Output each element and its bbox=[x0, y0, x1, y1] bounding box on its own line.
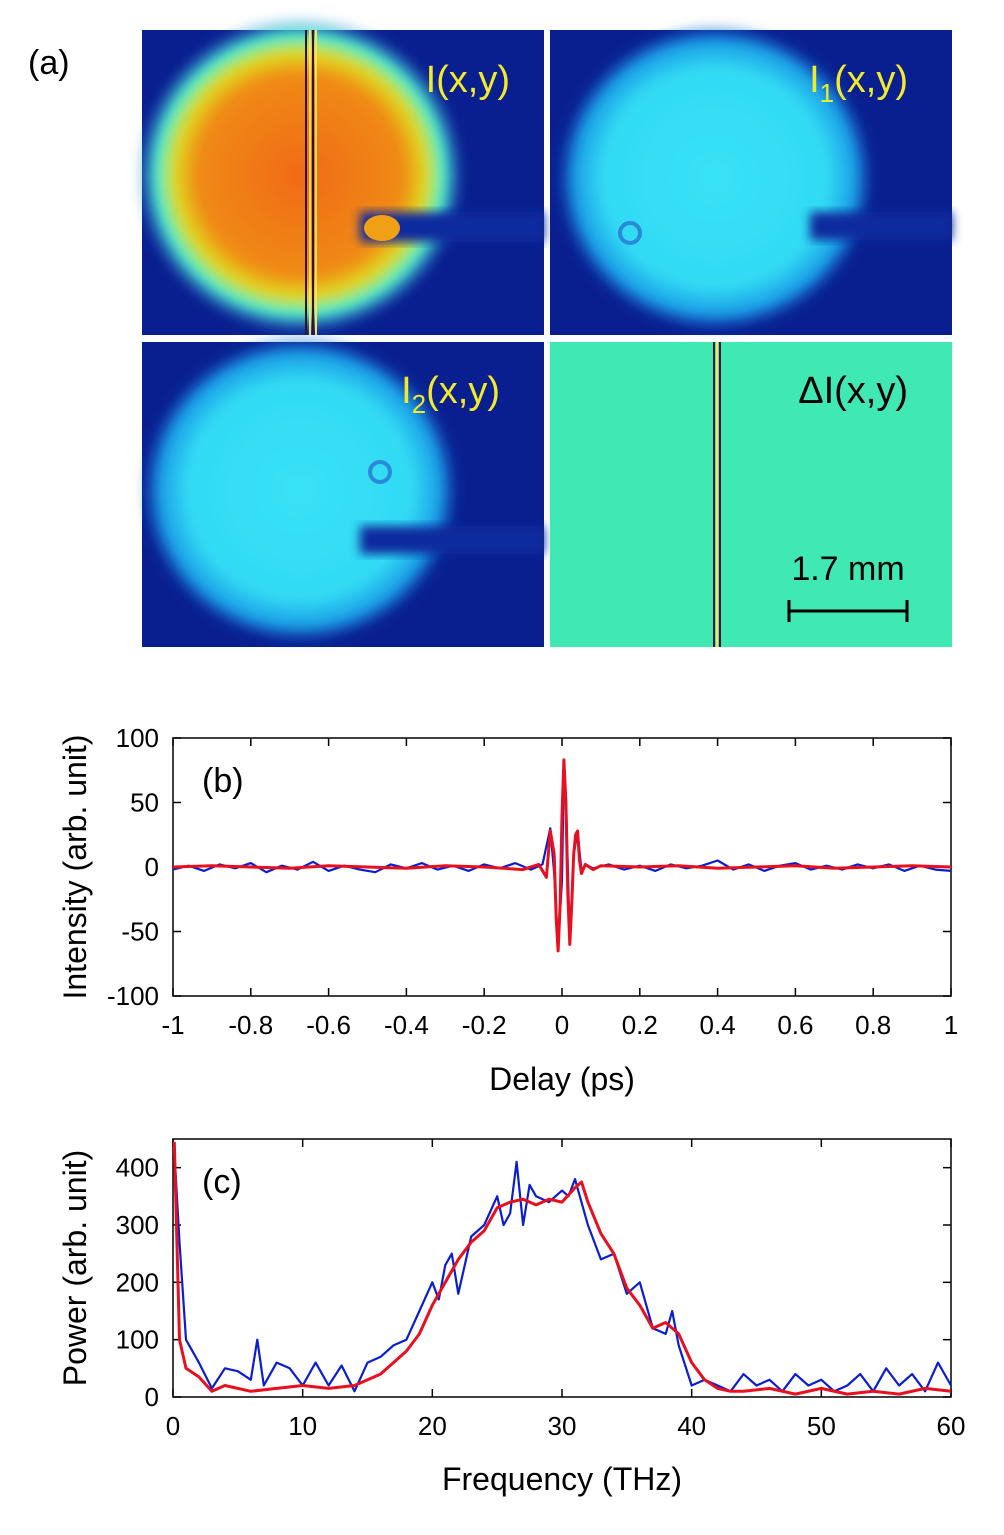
image-I1: I1(x,y) bbox=[550, 23, 952, 335]
label-I1: I1(x,y) bbox=[809, 59, 908, 108]
chart-c-ytick-label: 0 bbox=[145, 1382, 159, 1412]
image-dI: ΔI(x,y) 1.7 mm bbox=[550, 342, 952, 647]
chart-b-delay: -1 -0.8 -0.6 -0.4 -0.2 0 0.2 0.4 0.6 0.8 1 -100 -50 0… bbox=[57, 723, 958, 1097]
chart-c-xtick-label: 0 bbox=[166, 1411, 180, 1441]
chart-c-frequency: 0 10 20 30 40 50 60 0 100 200 300 400 (c) Frequency… bbox=[57, 1138, 966, 1497]
chart-b-xtick-label: -0.8 bbox=[228, 1010, 273, 1040]
chart-b-ylabel: Intensity (arb. unit) bbox=[57, 735, 93, 1000]
chart-b-xtick-label: 0.8 bbox=[855, 1010, 891, 1040]
chart-b-xtick-label: -0.2 bbox=[462, 1010, 507, 1040]
chart-c-ytick-label: 400 bbox=[116, 1153, 159, 1183]
chart-c-xtick-label: 60 bbox=[937, 1411, 966, 1441]
chart-b-panel-label: (b) bbox=[202, 762, 244, 800]
chart-b-xtick-label: -0.4 bbox=[384, 1010, 429, 1040]
label-dI: ΔI(x,y) bbox=[798, 370, 908, 412]
chart-c-frame bbox=[172, 1138, 952, 1398]
chart-b-ytick-label: 50 bbox=[130, 788, 159, 818]
image-I2: I2(x,y) bbox=[140, 335, 544, 647]
chart-c-panel-label: (c) bbox=[202, 1163, 242, 1201]
chart-c-xlabel: Frequency (THz) bbox=[442, 1461, 682, 1497]
chart-b-ytick-label: -50 bbox=[121, 917, 159, 947]
chart-b-xtick-label: 0.2 bbox=[622, 1010, 658, 1040]
chart-b-ytick-label: 100 bbox=[116, 723, 159, 753]
scale-bar-label: 1.7 mm bbox=[791, 550, 904, 588]
chart-c-series-measured bbox=[173, 1150, 952, 1393]
chart-c-series-fit bbox=[172, 1141, 952, 1396]
panel-a-label: (a) bbox=[28, 44, 70, 82]
fringe-lines bbox=[305, 30, 317, 335]
chart-c-ytick-label: 200 bbox=[116, 1267, 159, 1297]
chart-c-xtick-label: 10 bbox=[288, 1411, 317, 1441]
chart-c-ytick-label: 100 bbox=[116, 1325, 159, 1355]
chart-b-xtick-label: 0.6 bbox=[777, 1010, 813, 1040]
chart-b-xtick-label: 0.4 bbox=[700, 1010, 736, 1040]
chart-c-xtick-label: 40 bbox=[677, 1411, 706, 1441]
scale-bar bbox=[787, 600, 909, 622]
label-I2: I2(x,y) bbox=[401, 370, 500, 419]
chart-c-xtick-label: 50 bbox=[807, 1411, 836, 1441]
chart-c-ylabel: Power (arb. unit) bbox=[57, 1150, 93, 1387]
chart-b-xtick-label: 0 bbox=[555, 1010, 569, 1040]
label-I: I(x,y) bbox=[426, 59, 510, 101]
chart-b-ytick-label: -100 bbox=[107, 981, 159, 1011]
chart-b-xtick-label: -0.6 bbox=[306, 1010, 351, 1040]
image-I: I(x,y) bbox=[135, 15, 544, 335]
chart-b-ytick-label: 0 bbox=[145, 852, 159, 882]
chart-c-ytick-label: 300 bbox=[116, 1210, 159, 1240]
chart-c-xtick-label: 30 bbox=[548, 1411, 577, 1441]
chart-b-series-fit bbox=[172, 758, 952, 953]
chart-b-xlabel: Delay (ps) bbox=[489, 1061, 635, 1097]
chart-b-xtick-label: 1 bbox=[944, 1010, 958, 1040]
chart-b-xtick-label: -1 bbox=[161, 1010, 184, 1040]
chart-c-xtick-label: 20 bbox=[418, 1411, 447, 1441]
